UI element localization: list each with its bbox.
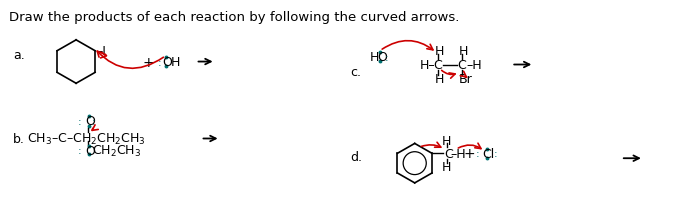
Text: CH$_2$CH$_3$: CH$_2$CH$_3$ [92, 143, 141, 158]
Text: Cl: Cl [482, 147, 494, 160]
Text: –H: –H [466, 59, 482, 72]
Text: H: H [171, 56, 180, 69]
Text: c.: c. [350, 66, 361, 79]
Text: O: O [85, 115, 95, 128]
Text: C: C [457, 59, 466, 72]
Text: :: : [494, 149, 497, 159]
Text: H: H [434, 72, 444, 85]
Text: C: C [444, 147, 453, 160]
Text: :: : [78, 116, 82, 126]
Text: H–: H– [420, 59, 435, 72]
Text: H: H [370, 51, 379, 64]
Text: H: H [442, 160, 451, 173]
Text: H: H [442, 134, 451, 147]
Text: –H: –H [451, 147, 466, 160]
Text: O: O [85, 144, 95, 157]
Text: a.: a. [13, 49, 25, 62]
Text: CH$_3$–C–CH$_2$CH$_2$CH$_3$: CH$_3$–C–CH$_2$CH$_2$CH$_3$ [27, 131, 146, 146]
Text: d.: d. [350, 150, 362, 163]
Text: :: : [78, 146, 82, 156]
Text: Draw the products of each reaction by following the curved arrows.: Draw the products of each reaction by fo… [10, 11, 460, 24]
Text: :: : [476, 149, 480, 159]
Text: b.: b. [13, 132, 25, 145]
Text: +: + [143, 55, 155, 69]
Text: O: O [163, 56, 173, 69]
Text: :: : [92, 116, 96, 126]
Text: C: C [433, 59, 442, 72]
Text: H: H [458, 45, 468, 58]
Text: :: : [158, 57, 162, 67]
Text: O: O [377, 51, 387, 64]
Text: :: : [385, 52, 388, 62]
Text: –I: –I [96, 45, 106, 58]
Text: Br: Br [458, 72, 472, 85]
Text: H: H [434, 45, 444, 58]
Text: +: + [464, 146, 475, 161]
